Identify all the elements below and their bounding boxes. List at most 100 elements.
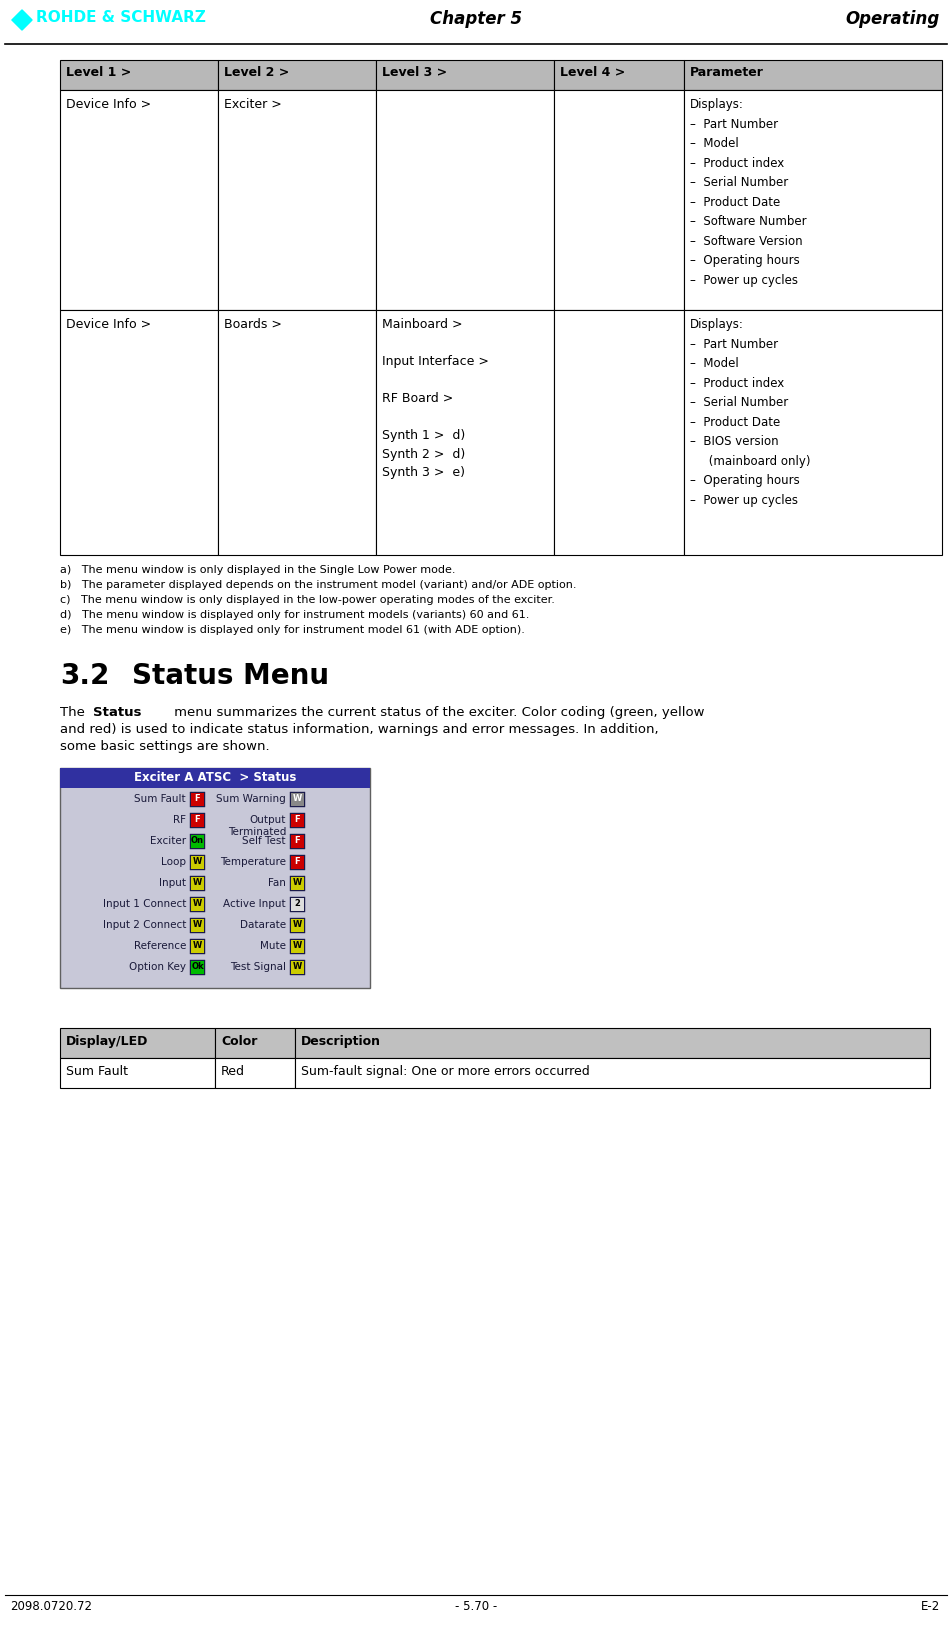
Text: Level 4 >: Level 4 >: [560, 67, 625, 78]
Bar: [218, 90, 376, 310]
Text: Display/LED: Display/LED: [66, 1034, 149, 1047]
Text: Fan: Fan: [268, 878, 286, 888]
Bar: [190, 919, 205, 933]
Text: RF: RF: [173, 814, 186, 824]
Bar: [291, 814, 304, 828]
Text: Self Test: Self Test: [243, 836, 286, 845]
Text: Mute: Mute: [260, 942, 286, 951]
Text: Exciter >: Exciter >: [224, 98, 282, 111]
Text: F: F: [295, 836, 300, 845]
Text: Status Menu: Status Menu: [132, 661, 329, 691]
Bar: [291, 793, 304, 806]
Text: Loop: Loop: [161, 857, 186, 867]
Text: W: W: [193, 857, 202, 867]
Bar: [554, 310, 684, 555]
Text: W: W: [193, 942, 202, 950]
Bar: [190, 876, 205, 891]
Text: some basic settings are shown.: some basic settings are shown.: [60, 740, 269, 753]
Text: F: F: [195, 814, 200, 824]
Bar: [376, 310, 554, 555]
Bar: [191, 814, 204, 828]
Bar: [684, 310, 942, 555]
Text: Active Input: Active Input: [224, 899, 286, 909]
Text: 3.2: 3.2: [60, 661, 109, 691]
Text: Output
Terminated: Output Terminated: [228, 814, 286, 837]
Text: Input: Input: [159, 878, 186, 888]
Text: W: W: [293, 878, 302, 888]
Bar: [290, 813, 305, 828]
Bar: [191, 793, 204, 806]
Bar: [191, 898, 204, 911]
Text: W: W: [293, 963, 302, 971]
Text: Reference: Reference: [133, 942, 186, 951]
Text: Test Signal: Test Signal: [230, 963, 286, 973]
Text: Sum-fault signal: One or more errors occurred: Sum-fault signal: One or more errors occ…: [301, 1065, 589, 1078]
Text: Parameter: Parameter: [690, 67, 764, 78]
Bar: [218, 310, 376, 555]
Bar: [60, 310, 218, 555]
Text: Displays:
–  Part Number
–  Model
–  Product index
–  Serial Number
–  Product D: Displays: – Part Number – Model – Produc…: [690, 318, 810, 507]
Text: The                     menu summarizes the current status of the exciter. Color: The menu summarizes the current status o…: [60, 705, 704, 718]
Text: W: W: [293, 942, 302, 950]
Bar: [290, 919, 305, 933]
Text: On: On: [191, 836, 204, 845]
Bar: [60, 767, 370, 788]
Bar: [376, 60, 554, 90]
Bar: [291, 898, 304, 911]
Bar: [191, 961, 204, 974]
Text: - 5.70 -: - 5.70 -: [455, 1600, 497, 1613]
Bar: [290, 898, 305, 912]
Text: Temperature: Temperature: [220, 857, 286, 867]
Text: c)   The menu window is only displayed in the low-power operating modes of the e: c) The menu window is only displayed in …: [60, 595, 555, 604]
Text: e)   The menu window is displayed only for instrument model 61 (with ADE option): e) The menu window is displayed only for…: [60, 626, 525, 635]
Text: Ok: Ok: [191, 963, 204, 971]
Text: Input 2 Connect: Input 2 Connect: [103, 920, 186, 930]
Bar: [191, 876, 204, 889]
Bar: [60, 1028, 215, 1057]
Bar: [190, 898, 205, 912]
Bar: [60, 767, 370, 989]
Bar: [684, 90, 942, 310]
Bar: [190, 855, 205, 870]
Text: W: W: [293, 920, 302, 929]
Text: d)   The menu window is displayed only for instrument models (variants) 60 and 6: d) The menu window is displayed only for…: [60, 609, 529, 621]
Bar: [60, 60, 218, 90]
Bar: [295, 1057, 930, 1088]
Text: Red: Red: [221, 1065, 245, 1078]
Bar: [191, 855, 204, 868]
Text: Description: Description: [301, 1034, 381, 1047]
Text: W: W: [193, 920, 202, 929]
Text: Boards >: Boards >: [224, 318, 282, 331]
Bar: [190, 959, 205, 976]
Bar: [290, 938, 305, 955]
Text: E-2: E-2: [921, 1600, 940, 1613]
Text: Status: Status: [93, 705, 142, 718]
Bar: [554, 60, 684, 90]
Bar: [291, 855, 304, 868]
Text: Option Key: Option Key: [129, 963, 186, 973]
Text: F: F: [295, 857, 300, 867]
Text: Mainboard >

Input Interface >

RF Board >

Synth 1 >  d)
Synth 2 >  d)
Synth 3 : Mainboard > Input Interface > RF Board >…: [382, 318, 489, 479]
Bar: [291, 836, 304, 849]
Text: b)   The parameter displayed depends on the instrument model (variant) and/or AD: b) The parameter displayed depends on th…: [60, 580, 577, 590]
Text: ROHDE & SCHWARZ: ROHDE & SCHWARZ: [36, 10, 206, 24]
Bar: [191, 940, 204, 953]
Text: Color: Color: [221, 1034, 257, 1047]
Text: W: W: [293, 793, 302, 803]
Bar: [190, 813, 205, 828]
Bar: [190, 938, 205, 955]
Text: Level 1 >: Level 1 >: [66, 67, 131, 78]
Bar: [554, 90, 684, 310]
Bar: [290, 876, 305, 891]
Bar: [290, 834, 305, 849]
Text: Input 1 Connect: Input 1 Connect: [103, 899, 186, 909]
Text: Exciter A ATSC  > Status: Exciter A ATSC > Status: [134, 771, 296, 784]
Bar: [60, 90, 218, 310]
Text: Level 3 >: Level 3 >: [382, 67, 447, 78]
Bar: [295, 1028, 930, 1057]
Text: Exciter: Exciter: [149, 836, 186, 845]
Bar: [218, 60, 376, 90]
Text: a)   The menu window is only displayed in the Single Low Power mode.: a) The menu window is only displayed in …: [60, 565, 455, 575]
Bar: [215, 1057, 295, 1088]
Text: Chapter 5: Chapter 5: [430, 10, 522, 28]
